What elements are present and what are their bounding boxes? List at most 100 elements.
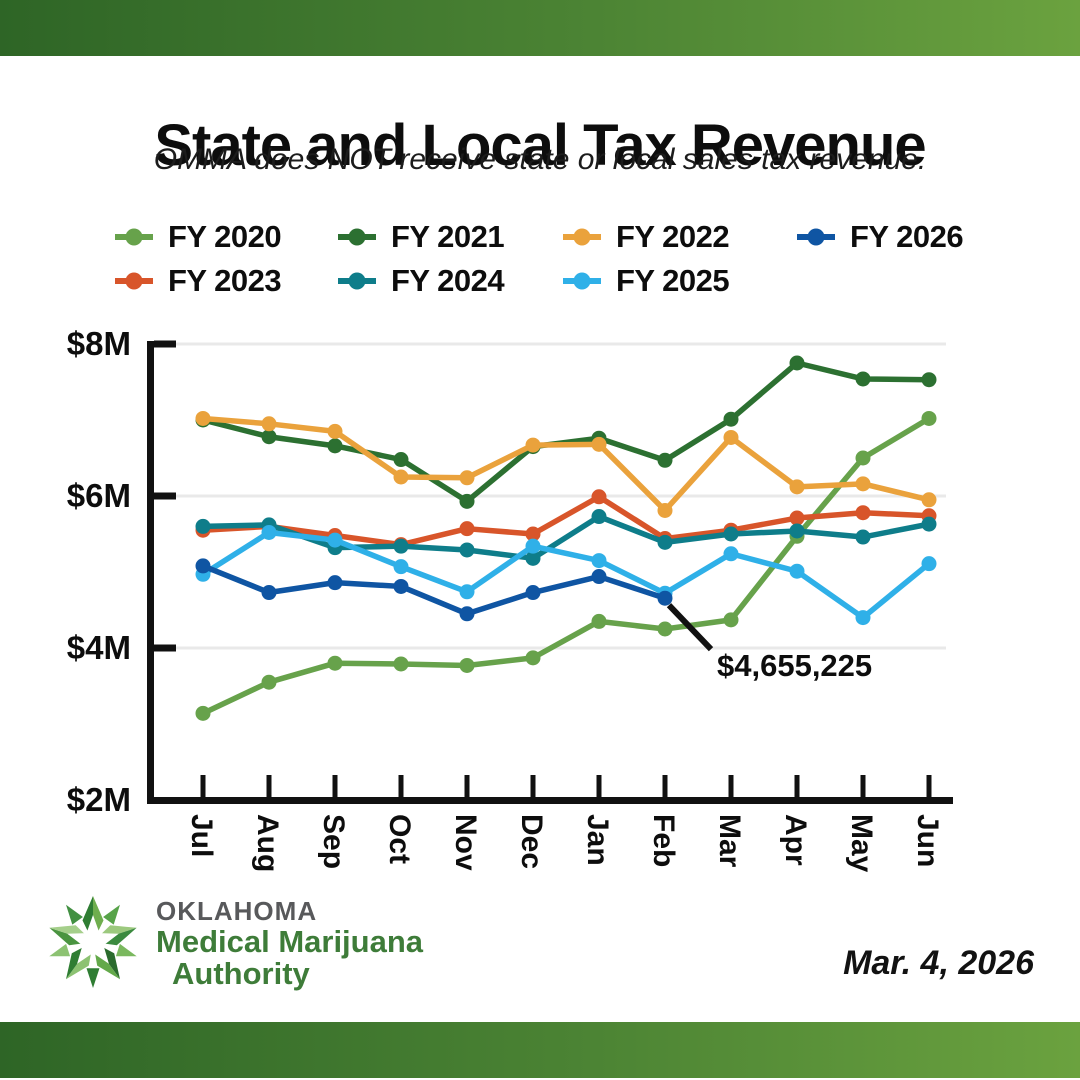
y-axis-spine: [147, 341, 154, 803]
data-point-fy2023: [591, 489, 607, 505]
data-point-fy2020: [459, 657, 475, 673]
data-point-fy2020: [723, 612, 739, 628]
month-label: Mar: [713, 814, 746, 868]
data-point-fy2024: [657, 534, 673, 550]
data-point-fy2021: [393, 452, 409, 468]
legend-label: FY 2020: [168, 219, 282, 254]
month-label: Aug: [251, 814, 284, 872]
data-point-fy2020: [525, 650, 541, 666]
data-point-fy2022: [657, 502, 673, 518]
data-point-fy2021: [261, 429, 277, 445]
legend-item-fy2025: FY 2025: [560, 263, 794, 298]
legend-label: FY 2024: [391, 263, 505, 298]
data-point-fy2025: [459, 584, 475, 600]
data-point-fy2025: [525, 538, 541, 554]
x-axis-tick: [266, 775, 272, 797]
omma-star-icon: [49, 896, 137, 988]
data-point-fy2024: [591, 509, 607, 525]
data-point-fy2026: [261, 585, 277, 601]
data-point-fy2025: [789, 563, 805, 579]
data-point-fy2024: [195, 518, 211, 534]
data-point-fy2021: [855, 371, 871, 387]
x-axis-tick: [332, 775, 338, 797]
series-line-fy2025: [201, 529, 931, 621]
data-point-fy2022: [789, 479, 805, 495]
legend-label: FY 2023: [168, 263, 282, 298]
data-point-fy2021: [723, 411, 739, 427]
y-axis-label: $6M: [67, 477, 131, 514]
data-point-fy2023: [789, 510, 805, 526]
series-line-fy2021: [202, 360, 930, 505]
data-point-fy2024: [525, 550, 541, 566]
month-label: Sep: [317, 814, 350, 869]
legend-label: FY 2021: [391, 219, 505, 254]
legend-marker-icon: [115, 272, 153, 290]
data-point-fy2020: [855, 450, 871, 466]
x-axis-tick: [530, 775, 536, 797]
data-point-fy2026: [591, 569, 607, 585]
data-point-fy2020: [393, 656, 409, 672]
data-point-fy2022: [327, 423, 343, 439]
data-point-fy2022: [261, 416, 277, 432]
data-point-fy2023: [525, 526, 541, 542]
month-label: Feb: [647, 814, 680, 867]
month-label: Jan: [581, 814, 614, 866]
omma-logo-text: OKLAHOMA Medical Marijuana Authority: [156, 886, 423, 991]
y-axis-label: $8M: [67, 325, 131, 362]
chart-legend: FY 2020 FY 2021 FY 2022 FY 2026 FY 2023 FY 20…: [112, 219, 964, 298]
data-point-fy2020: [591, 613, 607, 629]
data-point-fy2021: [657, 452, 673, 468]
month-label: Jun: [911, 814, 944, 867]
legend-marker-icon: [563, 228, 601, 246]
data-point-fy2024: [921, 516, 937, 532]
data-point-fy2025: [591, 553, 607, 569]
data-point-fy2025: [261, 524, 277, 540]
legend-label: FY 2025: [616, 263, 730, 298]
data-point-fy2020: [921, 410, 937, 426]
data-point-fy2022: [195, 410, 211, 426]
data-point-fy2024: [723, 526, 739, 542]
x-axis-tick: [200, 775, 206, 797]
data-point-fy2025: [327, 532, 343, 548]
legend-item-fy2026: FY 2026: [794, 219, 964, 254]
data-point-fy2026: [459, 606, 475, 622]
top-banner: [0, 0, 1080, 56]
month-label: Jul: [185, 814, 218, 857]
legend-item-fy2022: FY 2022: [560, 219, 794, 254]
y-axis-label: $4M: [67, 629, 131, 666]
y-axis-tick: [154, 492, 176, 500]
x-axis-tick: [398, 775, 404, 797]
x-axis-tick: [926, 775, 932, 797]
data-point-fy2022: [525, 437, 541, 453]
logo-medical-marijuana: Medical Marijuana: [156, 923, 424, 959]
x-axis-tick: [464, 775, 470, 797]
data-point-fy2020: [195, 705, 211, 721]
month-label: Nov: [449, 814, 482, 871]
page-title: State and Local Tax Revenue: [154, 112, 926, 178]
annotation-line: [666, 603, 714, 652]
data-point-fy2021: [921, 372, 937, 388]
legend-item-fy2023: FY 2023: [112, 263, 335, 298]
data-point-fy2022: [591, 436, 607, 452]
data-point-fy2024: [789, 523, 805, 539]
x-axis-spine: [147, 797, 953, 804]
legend-marker-icon: [115, 228, 153, 246]
y-axis-tick: [154, 340, 176, 348]
data-point-fy2021: [459, 493, 475, 509]
logo-authority: Authority: [172, 956, 310, 992]
data-point-fy2021: [327, 438, 343, 454]
data-point-fy2022: [723, 429, 739, 445]
month-label: Apr: [779, 814, 812, 866]
data-point-fy2023: [459, 521, 475, 537]
data-point-fy2026: [525, 585, 541, 601]
x-axis-tick: [728, 775, 734, 797]
legend-marker-icon: [797, 228, 835, 246]
x-axis-tick: [860, 775, 866, 797]
data-point-fy2022: [855, 476, 871, 492]
data-point-fy2026: [327, 575, 343, 591]
y-axis-tick: [154, 644, 176, 652]
x-axis-tick: [662, 775, 668, 797]
series-line-fy2026: [201, 563, 666, 617]
data-point-fy2026: [195, 558, 211, 574]
report-date: Mar. 4, 2026: [843, 944, 1034, 982]
